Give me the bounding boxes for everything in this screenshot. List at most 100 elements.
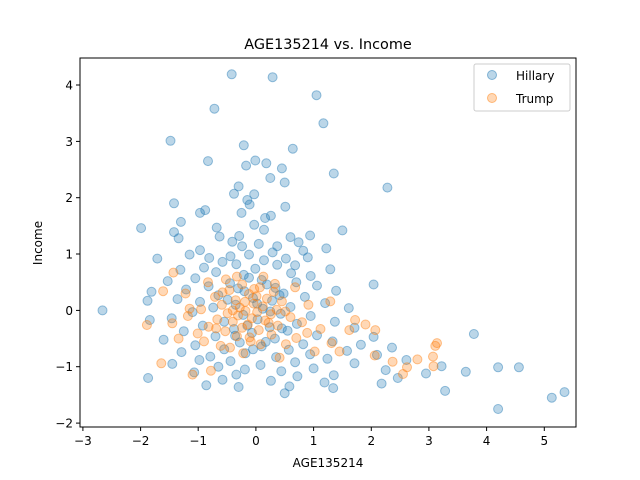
point-hillary: [279, 388, 290, 399]
point-hillary: [231, 369, 242, 380]
point-trump: [370, 325, 381, 336]
point-hillary: [312, 280, 322, 291]
point-hillary: [285, 232, 296, 243]
point-hillary: [244, 199, 255, 210]
point-trump: [271, 304, 282, 315]
point-trump: [212, 314, 223, 325]
point-trump: [230, 295, 241, 306]
point-hillary: [184, 249, 195, 260]
point-hillary: [244, 272, 254, 283]
point-trump: [227, 316, 238, 327]
point-trump: [302, 327, 313, 338]
point-hillary: [279, 177, 290, 188]
y-tick-label: 1: [65, 248, 73, 262]
point-hillary: [267, 295, 278, 306]
point-hillary: [328, 370, 339, 381]
point-hillary: [387, 342, 397, 353]
point-hillary: [460, 366, 471, 377]
point-hillary: [211, 222, 222, 233]
point-hillary: [162, 276, 173, 287]
point-trump: [274, 352, 285, 363]
point-hillary: [205, 351, 216, 362]
point-hillary: [210, 331, 221, 342]
point-hillary: [280, 253, 291, 264]
point-hillary: [250, 155, 261, 166]
point-hillary: [401, 355, 412, 365]
point-hillary: [265, 210, 276, 221]
point-hillary: [226, 69, 237, 80]
point-trump: [217, 287, 228, 298]
point-trump: [220, 326, 231, 337]
point-hillary: [559, 387, 570, 398]
point-trump: [269, 278, 280, 289]
point-hillary: [244, 249, 254, 260]
point-hillary: [211, 267, 222, 278]
point-trump: [285, 312, 296, 323]
point-hillary: [305, 230, 316, 241]
point-hillary: [436, 361, 447, 372]
point-hillary: [169, 227, 179, 238]
x-tick-label: 1: [310, 434, 318, 448]
chart-title: AGE135214 vs. Income: [244, 37, 412, 53]
point-hillary: [327, 336, 338, 347]
point-trump: [227, 305, 238, 316]
point-trump: [238, 348, 249, 359]
point-hillary: [238, 309, 249, 320]
point-hillary: [242, 195, 253, 205]
point-hillary: [175, 216, 186, 227]
point-hillary: [513, 362, 524, 373]
x-tick-label: 3: [425, 434, 433, 448]
point-hillary: [298, 339, 309, 350]
point-hillary: [322, 353, 333, 364]
point-hillary: [238, 140, 249, 151]
point-hillary: [342, 345, 352, 356]
point-hillary: [169, 198, 179, 209]
point-hillary: [176, 347, 187, 358]
point-hillary: [146, 286, 157, 297]
y-tick-label: 3: [65, 135, 73, 149]
point-hillary: [276, 366, 287, 377]
point-trump: [263, 317, 274, 328]
point-hillary: [237, 241, 248, 252]
point-hillary: [173, 233, 184, 244]
point-hillary: [283, 344, 294, 355]
point-hillary: [209, 103, 220, 114]
point-trump: [246, 313, 257, 324]
point-hillary: [343, 303, 354, 314]
point-trump: [325, 296, 336, 307]
point-hillary: [236, 207, 247, 218]
point-hillary: [214, 231, 225, 242]
point-hillary: [246, 327, 257, 338]
point-hillary: [368, 279, 379, 290]
point-hillary: [546, 392, 557, 403]
point-hillary: [250, 263, 261, 274]
point-trump: [432, 338, 442, 349]
legend-marker-hillary: [487, 70, 497, 80]
point-hillary: [292, 371, 303, 382]
point-hillary: [291, 318, 302, 329]
point-hillary: [269, 333, 280, 344]
point-hillary: [337, 225, 348, 236]
point-hillary: [320, 298, 331, 309]
point-hillary: [264, 322, 275, 333]
point-trump: [205, 365, 216, 376]
point-hillary: [267, 247, 278, 258]
point-trump: [248, 298, 259, 309]
point-hillary: [318, 118, 329, 129]
point-hillary: [380, 365, 391, 376]
point-hillary: [143, 373, 154, 383]
point-hillary: [392, 373, 403, 383]
point-hillary: [440, 385, 451, 396]
y-tick-label: −1: [55, 360, 73, 374]
point-trump: [350, 315, 361, 325]
point-hillary: [284, 381, 295, 392]
point-hillary: [271, 352, 282, 363]
y-tick-label: 2: [65, 191, 73, 205]
point-trump: [360, 319, 371, 330]
point-hillary: [152, 253, 163, 264]
legend: Hillary Trump: [473, 63, 571, 112]
point-trump: [222, 308, 233, 319]
point-hillary: [272, 259, 283, 270]
legend-marker-trump: [487, 93, 497, 103]
